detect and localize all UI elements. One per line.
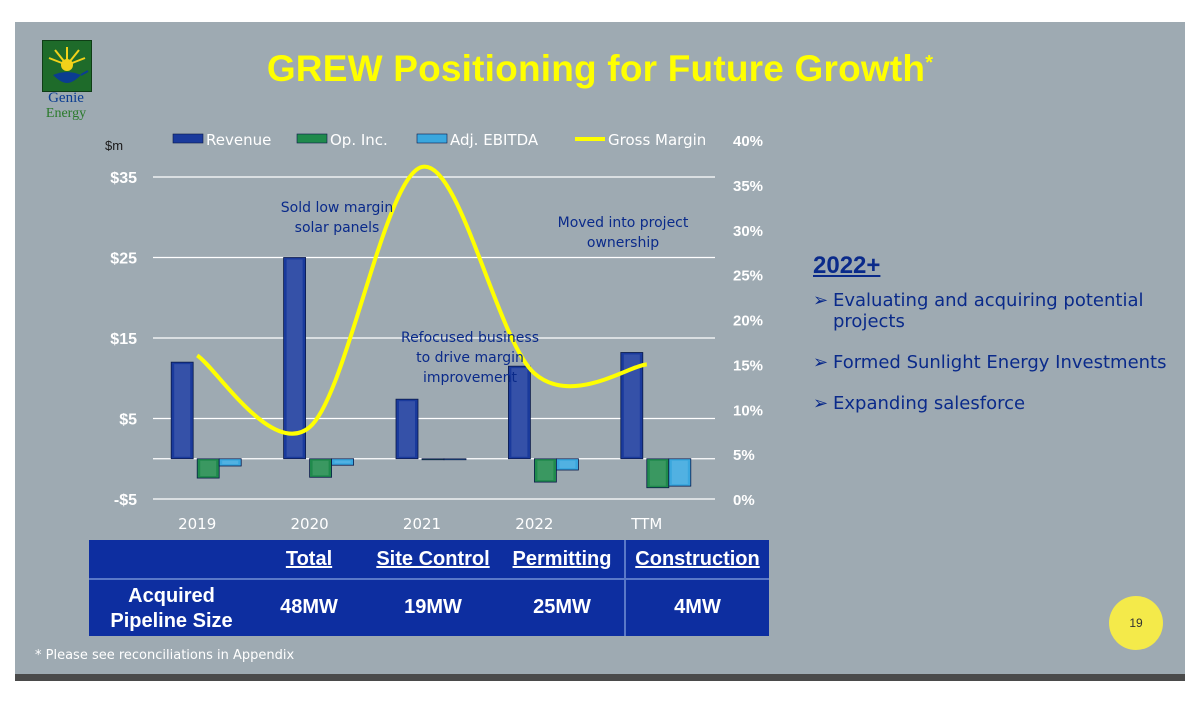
- x-tick-label: TTM: [630, 515, 662, 532]
- value-site-control: 19MW: [404, 596, 462, 618]
- x-tick-label: 2020: [291, 515, 329, 532]
- bar-revenue: [507, 365, 531, 460]
- bar-highlight: [671, 460, 688, 485]
- chart-annotation: to drive margin: [416, 350, 524, 366]
- chart-annotation: solar panels: [295, 220, 380, 236]
- y-tick-label: -$5: [114, 492, 137, 509]
- header-total: Total: [285, 548, 333, 570]
- header-permitting: Permitting: [512, 548, 612, 570]
- bar-revenue: [170, 361, 194, 460]
- x-tick-label: 2021: [403, 515, 441, 532]
- slide-title-text: GREW Positioning for Future Growth: [266, 48, 926, 89]
- legend-label: Gross Margin: [608, 131, 706, 149]
- y2-tick-label: 40%: [733, 133, 763, 150]
- outlook-heading: 2022+: [813, 252, 881, 279]
- outlook-panel: 2022+ ➢ Evaluating and acquiring potentia…: [813, 252, 1183, 434]
- bar-highlight: [174, 364, 191, 457]
- chart-annotation: Moved into project: [558, 215, 689, 231]
- bullet-item: ➢ Formed Sunlight Energy Investments: [813, 352, 1167, 373]
- chart-annotation: Refocused business: [401, 330, 539, 346]
- legend-label: Op. Inc.: [330, 131, 388, 149]
- bullet-item: ➢ Expanding salesforce: [813, 393, 1026, 414]
- legend-swatch: [172, 133, 204, 144]
- y-tick-label: $5: [119, 412, 137, 429]
- y2-tick-label: 5%: [733, 447, 755, 464]
- slide-title: GREW Positioning for Future Growth*: [15, 48, 1185, 90]
- bar-revenue: [620, 352, 644, 460]
- y2-tick-label: 35%: [733, 178, 763, 195]
- value-total: 48MW: [280, 596, 338, 618]
- genie-lamp-icon: [42, 40, 92, 92]
- x-tick-label: 2019: [178, 515, 216, 532]
- y2-tick-label: 30%: [733, 223, 763, 240]
- bar-op-inc: [534, 458, 557, 483]
- bar-adj-ebitda: [556, 458, 579, 471]
- bar-highlight: [623, 354, 640, 457]
- y2-tick-label: 20%: [733, 313, 763, 330]
- bar-op-inc: [421, 458, 445, 461]
- y-axis-unit-label: $m: [105, 138, 123, 153]
- table-divider: [624, 540, 626, 636]
- grew-chart: $35 $25 $15 $5 -$5 $m 40% 35% 30% 25% 20% 15% 10% 5% 0…: [105, 131, 763, 532]
- header-site-control: Site Control: [376, 548, 490, 570]
- slide: Genie Energy GREW Positioning for Future…: [15, 22, 1185, 674]
- bar-highlight: [200, 460, 217, 477]
- genie-energy-logo: Genie Energy: [39, 40, 93, 124]
- bar-adj-ebitda: [668, 458, 692, 487]
- bar-highlight: [537, 460, 554, 481]
- arrow-bullet-icon: ➢: [813, 393, 829, 414]
- title-asterisk: *: [925, 52, 934, 74]
- arrow-bullet-icon: ➢: [813, 352, 829, 373]
- y2-tick-label: 10%: [733, 402, 763, 419]
- bar-op-inc: [196, 458, 220, 479]
- bullet-item: ➢ Evaluating and acquiring potential proj…: [813, 290, 1144, 332]
- chart-annotation: ownership: [587, 235, 659, 251]
- chart-annotation: Sold low margin: [281, 200, 393, 216]
- header-construction: Construction: [635, 548, 760, 570]
- footnote: * Please see reconciliations in Appendix: [35, 648, 295, 663]
- bar-highlight: [312, 460, 329, 476]
- bar-highlight: [399, 401, 415, 457]
- bar-adj-ebitda: [443, 458, 467, 461]
- page-number: 19: [1109, 596, 1163, 650]
- row-label: Acquired Pipeline Size: [110, 585, 233, 632]
- bottom-bar: [15, 674, 1185, 681]
- bar-revenue: [283, 257, 307, 460]
- y2-tick-label: 15%: [733, 357, 763, 374]
- gross-margin-line: [195, 164, 648, 436]
- y2-tick-label: 0%: [733, 492, 755, 509]
- bar-op-inc: [309, 458, 333, 478]
- value-permitting: 25MW: [533, 596, 591, 618]
- legend-swatch: [296, 133, 328, 144]
- legend-label: Revenue: [206, 131, 271, 149]
- bar-revenue: [395, 398, 419, 460]
- bar-highlight: [649, 460, 666, 486]
- chart-annotation: improvement: [423, 370, 517, 386]
- logo-text-line2: Energy: [45, 106, 87, 121]
- pipeline-table: Total Site Control Permitting Constructi…: [89, 540, 769, 636]
- arrow-bullet-icon: ➢: [813, 290, 829, 311]
- bar-highlight: [286, 259, 303, 457]
- x-tick-label: 2022: [515, 515, 553, 532]
- bar-adj-ebitda: [218, 458, 242, 467]
- legend-label: Adj. EBITDA: [450, 131, 539, 149]
- y-tick-label: $25: [110, 251, 137, 268]
- bar-highlight: [222, 460, 239, 464]
- bar-highlight: [511, 368, 528, 457]
- legend-swatch: [416, 133, 448, 144]
- outlook-bullets: ➢ Evaluating and acquiring potential proj…: [813, 290, 1183, 414]
- value-construction: 4MW: [674, 596, 721, 618]
- pipeline-header-row: Total Site Control Permitting Constructi…: [89, 540, 769, 578]
- logo-text-line1: Genie: [48, 90, 84, 106]
- bar-adj-ebitda: [331, 458, 355, 466]
- y2-tick-label: 25%: [733, 268, 763, 285]
- pipeline-value-row: Acquired Pipeline Size 48MW 19MW 25MW 4M…: [89, 580, 769, 636]
- y-tick-label: $15: [110, 331, 137, 348]
- bar-highlight: [334, 460, 351, 464]
- table-divider: [89, 578, 769, 580]
- y-tick-label: $35: [110, 170, 137, 187]
- bar-highlight: [559, 460, 576, 469]
